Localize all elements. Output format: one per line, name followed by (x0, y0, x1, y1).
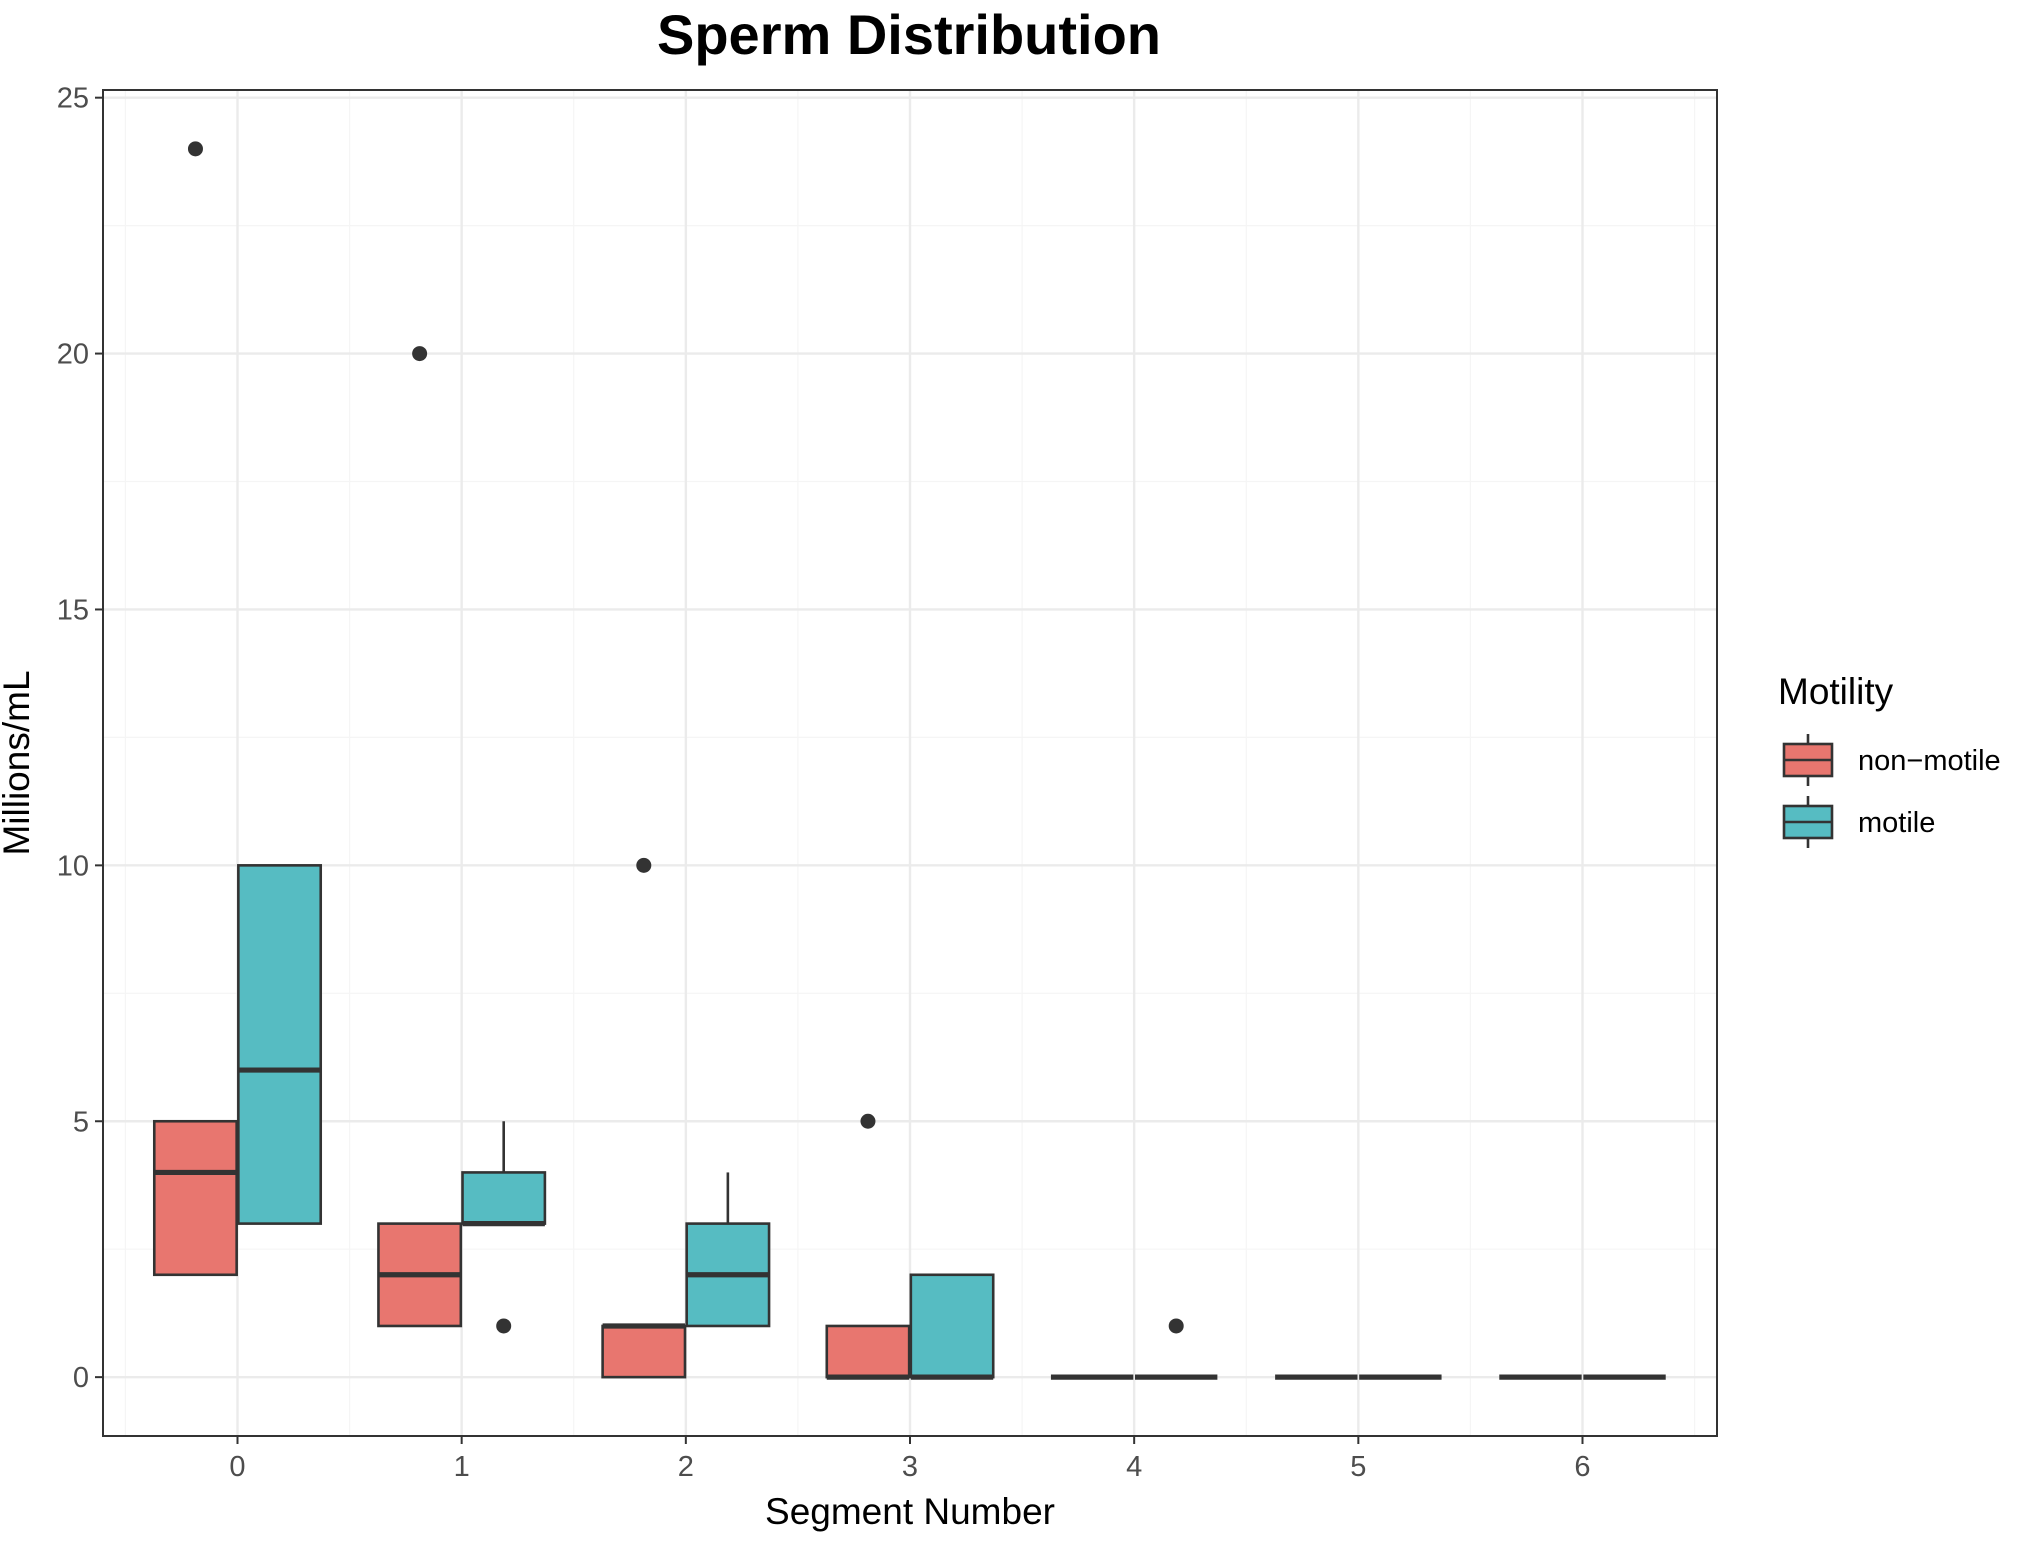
series-motile (237, 864, 1666, 1380)
y-axis-title: Millions/mL (0, 670, 37, 855)
series-non-motile (152, 141, 1582, 1380)
x-tick-label: 3 (902, 1451, 918, 1483)
x-axis-title: Segment Number (765, 1491, 1055, 1532)
outlier-point (636, 857, 652, 873)
outlier-point (496, 1318, 512, 1334)
y-tick-label: 0 (73, 1362, 89, 1394)
box-0 (152, 141, 238, 1277)
box-body (152, 1119, 238, 1277)
box-4 (1135, 1318, 1218, 1380)
box-body (909, 1273, 995, 1379)
x-tick-label: 6 (1574, 1451, 1590, 1483)
outlier-point (187, 141, 203, 157)
chart-title: Sperm Distribution (657, 3, 1161, 66)
x-tick-label: 4 (1126, 1451, 1142, 1483)
outlier-point (412, 346, 428, 362)
legend-title: Motility (1778, 671, 1894, 712)
outlier-point (860, 1113, 876, 1129)
outlier-point (1168, 1318, 1184, 1334)
box-body (825, 1324, 911, 1379)
box-1 (377, 346, 463, 1328)
legend-label: motile (1858, 807, 1935, 839)
legend-label: non−motile (1858, 745, 2001, 777)
legend: Motility non−motile motile (1778, 671, 2001, 848)
box-2 (685, 1172, 771, 1328)
x-tick-label: 5 (1350, 1451, 1366, 1483)
box-2 (601, 857, 687, 1379)
box-body (237, 864, 323, 1225)
y-tick-label: 5 (73, 1106, 89, 1138)
axes: 0 5 10 15 20 25 0 1 2 3 4 5 6 (57, 83, 1591, 1483)
y-tick-label: 10 (57, 850, 89, 882)
x-tick-label: 0 (229, 1451, 245, 1483)
box-body (601, 1324, 687, 1379)
box-0 (237, 864, 323, 1225)
box-marks (152, 141, 1666, 1380)
legend-key-non-motile: non−motile (1782, 734, 2001, 786)
y-tick-label: 25 (57, 83, 89, 115)
box-1 (461, 1121, 547, 1334)
x-tick-label: 1 (454, 1451, 470, 1483)
y-tick-label: 20 (57, 339, 89, 371)
legend-key-motile: motile (1782, 796, 1935, 848)
box-3 (825, 1113, 911, 1380)
box-3 (909, 1273, 995, 1380)
y-tick-label: 15 (57, 594, 89, 626)
x-tick-label: 2 (678, 1451, 694, 1483)
box-body (461, 1171, 547, 1225)
legend-keys: non−motile motile (1782, 734, 2001, 848)
